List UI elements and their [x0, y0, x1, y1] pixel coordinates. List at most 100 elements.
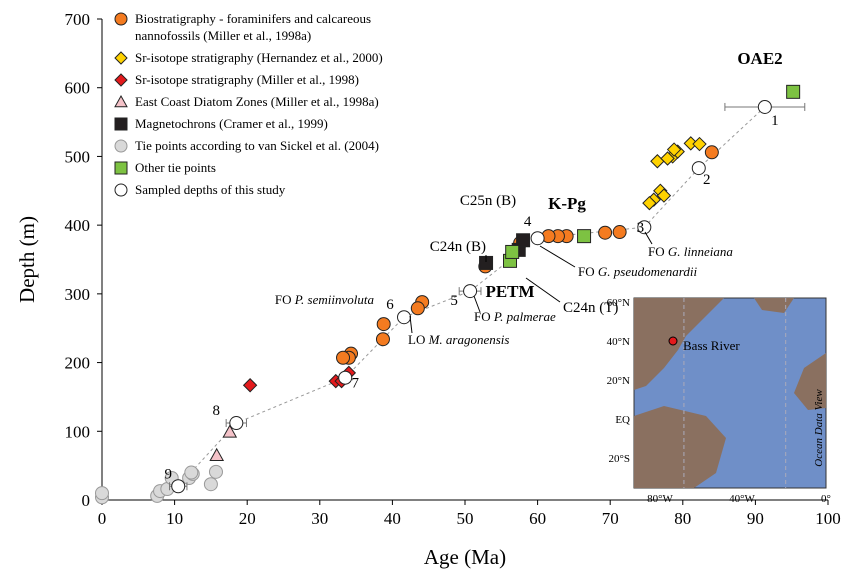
point: [787, 85, 800, 98]
x-tick-label: 0: [98, 509, 107, 528]
y-tick-label: 700: [65, 10, 91, 29]
legend-marker: [115, 52, 127, 64]
map-lat-label: 20°N: [607, 375, 630, 387]
map-site-label: Bass River: [683, 338, 740, 353]
annotation-prefix: FO: [648, 244, 665, 259]
legend-marker: [115, 118, 127, 130]
point-label: 8: [213, 403, 221, 419]
point-label: 3: [637, 220, 645, 236]
x-tick-label: 60: [529, 509, 546, 528]
point: [411, 302, 424, 315]
annotation: FO G. pseudomenardii: [578, 264, 697, 279]
legend-swatch: [113, 160, 129, 176]
x-tick-label: 100: [815, 509, 841, 528]
x-tick-label: 10: [166, 509, 183, 528]
legend-entry: Other tie points: [113, 159, 435, 176]
point: [244, 379, 257, 392]
point: [578, 230, 591, 243]
annotation: FO P. semiinvoluta: [275, 292, 375, 307]
x-tick-label: 80: [674, 509, 691, 528]
annotation: C24n (T): [563, 300, 618, 316]
legend-label: Magnetochrons (Cramer et al., 1999): [135, 116, 328, 131]
point: [172, 480, 185, 493]
point-label: 4: [524, 214, 532, 230]
y-tick-label: 600: [65, 79, 91, 98]
y-tick-label: 500: [65, 147, 91, 166]
point: [398, 311, 411, 324]
point: [531, 232, 544, 245]
y-tick-label: 300: [65, 285, 91, 304]
annotation-taxon: P. palmerae: [493, 309, 556, 324]
point: [464, 285, 477, 298]
legend: Biostratigraphy - foraminifers and calca…: [113, 10, 435, 203]
legend-marker: [115, 184, 127, 196]
annotation-prefix: FO: [578, 264, 595, 279]
annotation-taxon: G. pseudomenardii: [598, 264, 698, 279]
legend-marker: [115, 74, 127, 86]
point-label: 2: [703, 172, 711, 188]
leader-line: [410, 316, 412, 333]
point: [599, 226, 612, 239]
legend-entry: Biostratigraphy - foraminifers and calca…: [113, 10, 435, 44]
legend-marker: [115, 96, 127, 107]
point: [185, 466, 198, 479]
legend-swatch: [113, 182, 129, 198]
x-axis-label: Age (Ma): [424, 545, 506, 569]
legend-marker: [115, 140, 127, 152]
y-tick-label: 400: [65, 216, 91, 235]
y-axis-label: Depth (m): [15, 216, 39, 303]
annotation: PETM: [485, 282, 534, 301]
annotation-prefix: LO: [408, 332, 425, 347]
legend-label: Tie points according to van Sickel et al…: [135, 138, 379, 153]
point: [377, 318, 390, 331]
point: [204, 478, 217, 491]
x-tick-label: 40: [384, 509, 401, 528]
legend-swatch: [113, 138, 129, 154]
point-label: 1: [771, 113, 779, 129]
point-label: 6: [386, 297, 394, 313]
x-tick-label: 50: [457, 509, 474, 528]
annotation: FO G. linneiana: [648, 244, 733, 259]
point: [96, 487, 109, 500]
point: [376, 333, 389, 346]
point: [337, 351, 350, 364]
annotation-prefix: FO: [474, 309, 491, 324]
map-lon-label: 80°W: [647, 493, 673, 505]
point: [506, 245, 519, 258]
annotation: FO P. palmerae: [474, 309, 556, 324]
annotation-taxon: P. semiinvoluta: [294, 292, 375, 307]
legend-marker: [115, 162, 127, 174]
annotation-prefix: FO: [275, 292, 292, 307]
legend-entry: Sr-isotope stratigraphy (Miller et al., …: [113, 71, 435, 88]
annotation: C24n (B): [430, 239, 486, 255]
annotation-taxon: M. aragonensis: [428, 332, 510, 347]
leader-line: [540, 246, 575, 267]
point: [705, 146, 718, 159]
legend-swatch: [113, 11, 129, 27]
point: [613, 226, 626, 239]
point: [758, 100, 771, 113]
legend-swatch: [113, 72, 129, 88]
y-tick-label: 0: [82, 491, 91, 510]
annotation: K-Pg: [548, 194, 586, 213]
legend-label: Other tie points: [135, 160, 216, 175]
legend-marker: [115, 13, 127, 25]
map-credit: Ocean Data View: [813, 389, 825, 467]
point-label: 7: [351, 376, 359, 392]
legend-entry: Sampled depths of this study: [113, 181, 435, 198]
map-lat-label: EQ: [615, 414, 630, 426]
legend-label: East Coast Diatom Zones (Miller et al., …: [135, 94, 379, 109]
map-lat-label: 20°S: [608, 453, 630, 465]
x-tick-label: 20: [239, 509, 256, 528]
point: [651, 155, 664, 168]
legend-label: Sr-isotope stratigraphy (Miller et al., …: [135, 72, 359, 87]
legend-entry: East Coast Diatom Zones (Miller et al., …: [113, 93, 435, 110]
annotation-taxon: G. linneiana: [668, 244, 733, 259]
legend-entry: Tie points according to van Sickel et al…: [113, 137, 435, 154]
point: [339, 371, 352, 384]
point: [230, 417, 243, 430]
map-site: [669, 337, 677, 345]
point: [693, 138, 706, 151]
y-tick-label: 100: [65, 422, 91, 441]
